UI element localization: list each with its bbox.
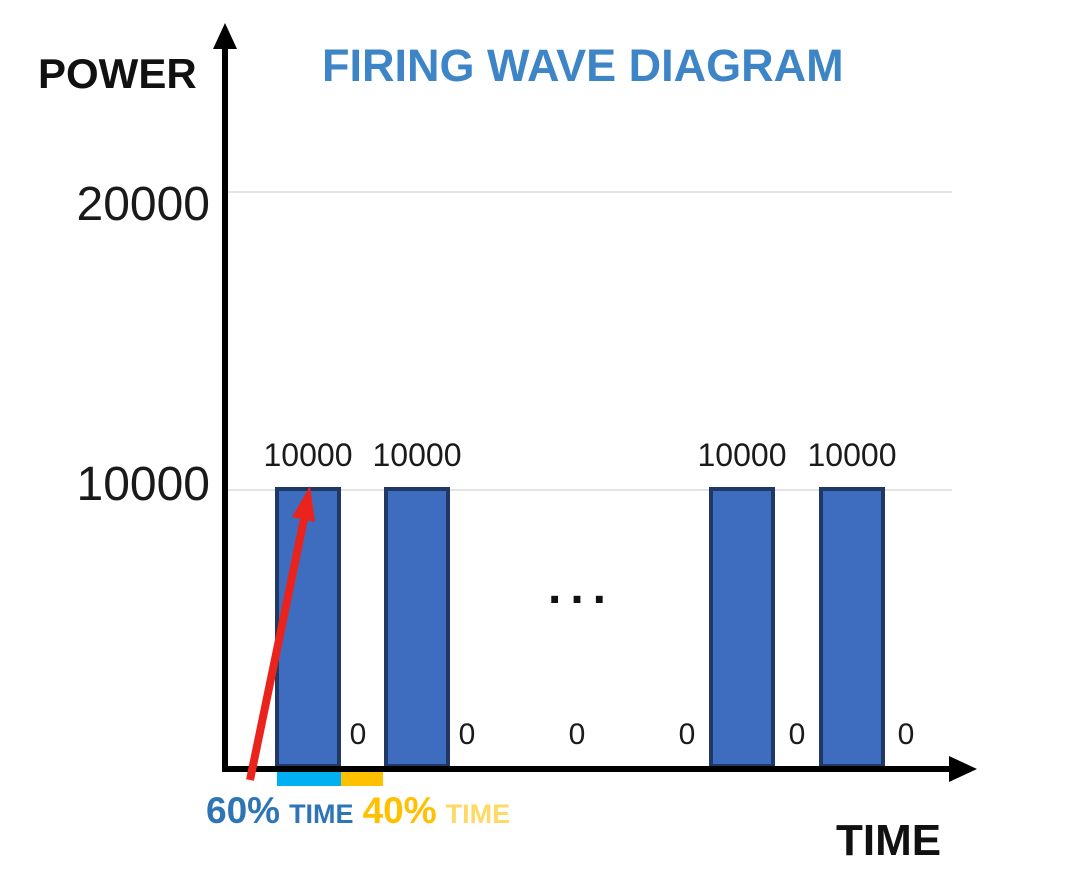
duty-on-strip (277, 772, 341, 786)
zero-value-label: 0 (678, 718, 696, 751)
y-tick-10000: 10000 (76, 458, 210, 511)
duty-cycle-labels: 60% TIME 40% TIME (206, 790, 510, 832)
duty-off-strip (341, 772, 383, 786)
zero-value-label: 0 (568, 718, 586, 751)
zero-value-label: 0 (788, 718, 806, 751)
zero-value-label: 0 (897, 718, 915, 751)
y-tick-20000: 20000 (76, 178, 210, 231)
zero-value-label: 0 (458, 718, 476, 751)
duty-off-time-label: TIME (445, 799, 511, 829)
pulse-value-label: 10000 (263, 437, 353, 473)
pulse-bar (819, 487, 885, 768)
zero-value-label: 0 (349, 718, 367, 751)
y-axis-title: POWER (38, 50, 197, 97)
pulse-bar (709, 487, 775, 768)
pulse-value-label: 10000 (807, 437, 897, 473)
duty-on-time-label: TIME (289, 799, 354, 829)
x-axis-title: TIME (836, 816, 942, 865)
ellipsis-annotation: ... (548, 561, 616, 614)
chart-title: FIRING WAVE DIAGRAM (322, 40, 844, 91)
pulse-bar (275, 487, 341, 768)
pulse-value-label: 10000 (697, 437, 787, 473)
duty-off-percent: 40% (362, 790, 437, 831)
pulse-value-label: 10000 (372, 437, 462, 473)
duty-on-percent: 60% (206, 790, 281, 831)
pulse-bar (384, 487, 450, 768)
